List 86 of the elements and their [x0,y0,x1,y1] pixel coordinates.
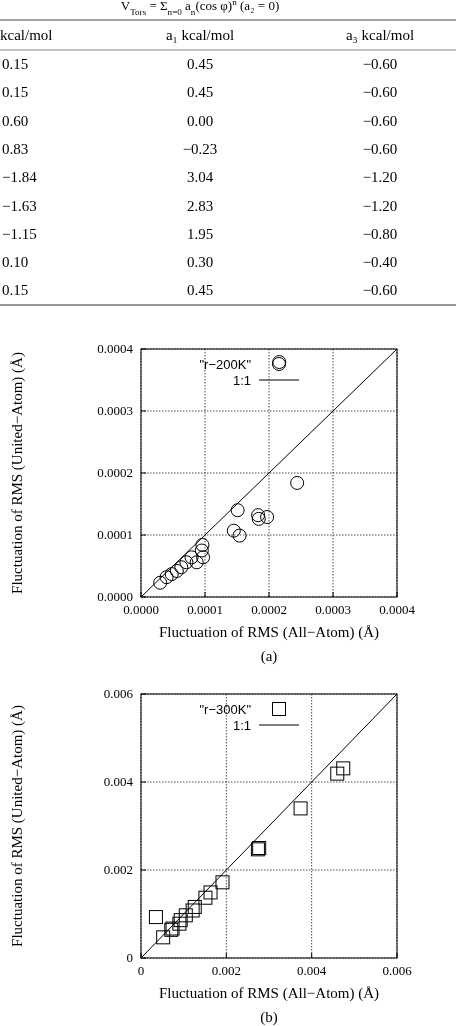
y-tick-label: 0 [126,950,133,965]
x-tick-label: 0.0004 [379,602,416,617]
text: 0.10 [2,254,29,271]
y-axis-title: Fluctuation of RMS (United−Atom) (Å) [9,705,26,947]
text: 0.45 [186,282,214,299]
y-tick-label: 0.0002 [97,465,133,480]
text: −1.63 [2,197,37,214]
point [185,903,200,918]
point [232,528,247,543]
point [189,555,204,570]
text: −1.20 [362,169,398,186]
point [194,543,209,558]
text: 2.83 [186,197,214,214]
text: 0.00 [186,112,214,129]
x-tick-label: 0.0001 [187,602,223,617]
point [226,523,241,538]
point [178,908,193,923]
y-tick-label: 0.0000 [97,589,133,604]
category-label: a₃ kcal/mol [345,27,415,43]
x-tick-label: 0.004 [297,963,327,978]
text: 0.60 [2,112,29,129]
point [156,930,171,945]
x-tick-label: 0.0000 [123,602,159,617]
y-tick-label: 0.004 [103,774,134,789]
point [184,550,199,565]
point [336,761,351,776]
text: 0.30 [186,254,214,271]
text: (b) [260,1009,278,1026]
text: −0.60 [362,84,398,101]
point [260,510,275,525]
text: 0.15 [2,84,29,101]
text: −0.23 [182,140,218,157]
text: 0.15 [2,56,29,72]
text: 3.04 [186,169,214,186]
text: −0.60 [362,140,398,157]
legend-label: "r−300K" [199,702,252,717]
text: −0.60 [362,112,398,129]
text: −0.80 [362,225,398,242]
x-tick-label: 0.0003 [315,602,351,617]
x-axis-title: Fluctuation of RMS (All−Atom) (Å) [158,624,380,641]
chart-title: V$_{Tors}$ = Σ$_{n=0}$ a$_{n}$(cos φ)$^{n}$ (a₂ = 0) [120,0,280,17]
point [179,555,194,570]
text: −0.60 [362,56,398,72]
y-tick-label: 0.006 [103,686,134,701]
point [330,766,345,781]
text: 0.45 [186,84,214,101]
point [159,570,174,585]
text: −0.60 [362,282,398,299]
y-tick-label: 0.0001 [97,527,133,542]
text: −1.84 [2,169,37,186]
point [203,885,218,900]
point [153,575,168,590]
category-label: a₁ kcal/mol [165,27,235,43]
y-tick-label: 0.0004 [97,341,134,356]
category-label: kcal/mol [0,27,53,43]
x-tick-label: 0.002 [211,963,241,978]
text: 0.45 [186,56,214,72]
x-tick-label: 0 [137,963,145,978]
point [164,567,179,582]
legend-label: 1:1 [232,373,251,388]
text: (a) [260,648,278,665]
text: −0.40 [362,254,398,271]
y-tick-label: 0.002 [103,862,133,877]
point [187,899,202,914]
text: 0.83 [2,140,29,157]
point [293,801,308,816]
x-tick-label: 0.006 [382,963,413,978]
point [290,475,305,490]
point [148,910,163,925]
point [196,550,211,565]
text: 1.95 [186,225,214,242]
legend-label: "r−200K" [199,357,252,372]
text: −1.20 [362,197,398,214]
point [215,875,230,890]
x-tick-label: 0.0002 [251,602,287,617]
point [174,560,189,575]
point [198,890,213,905]
point [169,563,184,578]
text: 0.15 [2,282,29,299]
legend-label: 1:1 [232,718,251,733]
point [195,537,210,552]
y-tick-label: 0.0003 [97,403,133,418]
text: −1.15 [2,225,37,242]
y-axis-title: Fluctuation of RMS (United−Atom) (Å) [9,352,26,594]
point [230,503,245,518]
x-axis-title: Fluctuation of RMS (All−Atom) (Å) [158,985,380,1002]
